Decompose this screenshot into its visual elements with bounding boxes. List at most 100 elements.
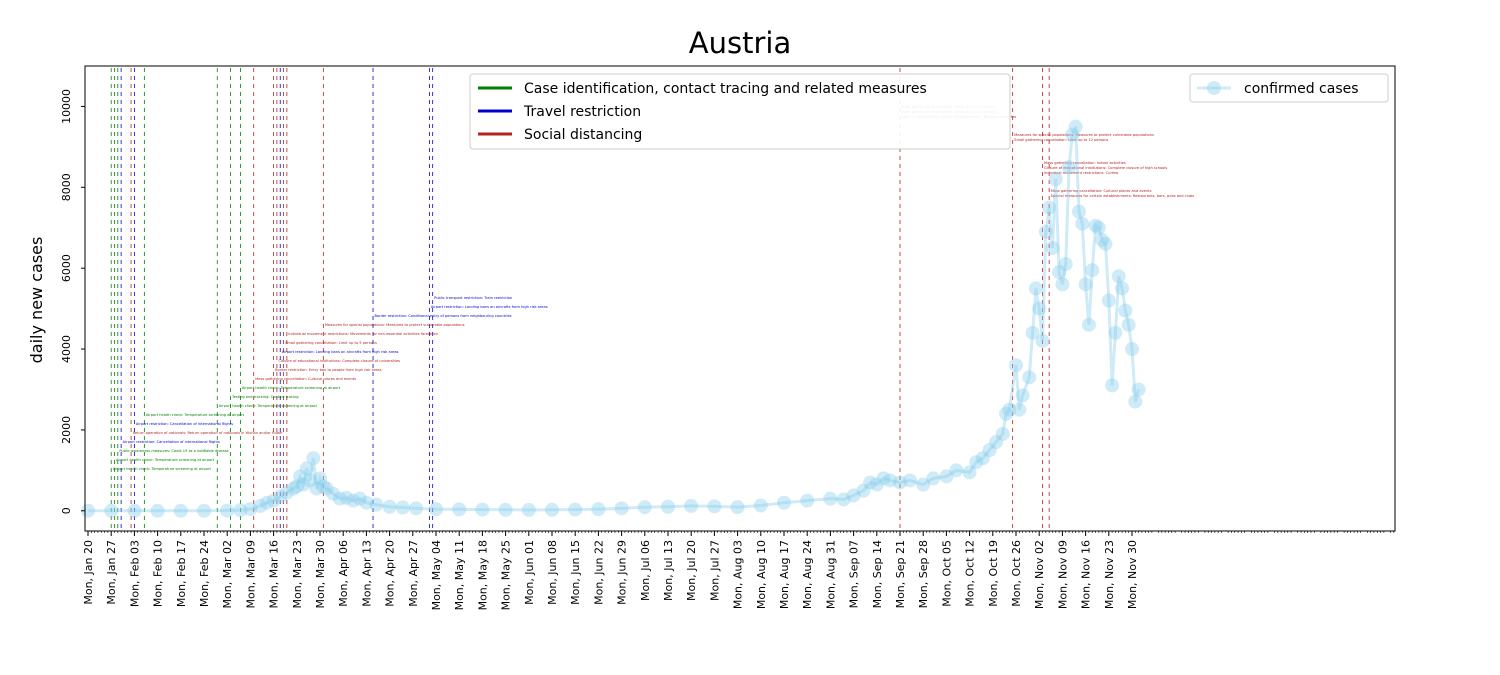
data-point <box>273 489 288 504</box>
policy-annotation: Public awareness measures: Covid-19 as a… <box>119 449 229 453</box>
data-point <box>521 502 536 517</box>
data-point <box>1042 200 1057 215</box>
x-tick-label: Mon, Sep 28 <box>917 540 930 608</box>
y-tick-label: 10000 <box>60 89 73 124</box>
data-point <box>352 491 367 506</box>
data-point <box>1095 232 1110 247</box>
data-point <box>286 481 301 496</box>
x-tick-label: Mon, Aug 17 <box>778 540 791 609</box>
data-point <box>395 500 410 515</box>
y-axis-label: daily new cases <box>27 237 46 364</box>
policy-annotation: Airport restriction: Cancellation of int… <box>136 422 233 426</box>
data-point <box>127 503 142 518</box>
x-tick-label: Mon, May 11 <box>453 540 466 610</box>
data-point <box>962 465 977 480</box>
x-tick-label: Mon, Jul 20 <box>685 540 698 601</box>
policy-annotation: Measures for special populations: Measur… <box>1014 133 1154 137</box>
x-tick-label: Mon, Aug 24 <box>801 540 814 609</box>
data-point <box>999 406 1014 421</box>
data-point <box>313 471 327 486</box>
data-point <box>1078 277 1093 292</box>
data-point <box>969 455 984 470</box>
x-tick-label: Mon, Jan 27 <box>105 540 118 605</box>
data-point <box>949 463 964 478</box>
x-tick-label: Mon, Apr 06 <box>337 540 350 607</box>
policy-annotation: Airport restriction: Cancellation of int… <box>123 440 220 444</box>
data-point <box>359 495 374 510</box>
data-point <box>1048 172 1063 187</box>
x-tick-label: Mon, Jun 22 <box>592 540 605 605</box>
data-point <box>220 503 235 518</box>
data-point <box>1111 269 1126 284</box>
data-point <box>1081 317 1096 332</box>
data-point <box>303 473 318 488</box>
data-point <box>876 471 891 486</box>
x-tick-label: Mon, Feb 24 <box>198 540 211 607</box>
data-point <box>1098 236 1113 251</box>
data-point <box>1088 218 1103 233</box>
x-tick-label: Mon, Mar 16 <box>268 540 281 608</box>
data-point <box>1052 265 1067 280</box>
data-point <box>1128 394 1143 409</box>
data-point <box>989 435 1004 450</box>
policy-annotation: Border restriction: Entry ban to people … <box>275 368 382 372</box>
data-point <box>498 502 513 517</box>
data-point <box>369 497 384 512</box>
data-point <box>893 475 907 490</box>
policy-annotation: Airport restriction: Landing bans on air… <box>431 305 548 309</box>
data-point <box>1015 388 1030 403</box>
x-tick-label: Mon, Jul 06 <box>639 540 652 601</box>
x-tick-label: Mon, Sep 07 <box>848 540 861 608</box>
data-point <box>332 491 347 506</box>
data-point <box>661 499 675 514</box>
policy-annotation: Mass gathering cancellation: Indoor acti… <box>1044 161 1126 165</box>
data-point <box>902 473 917 488</box>
policy-annotation: Closure of educational institutions: Com… <box>278 359 400 363</box>
data-point <box>1028 281 1043 296</box>
data-point <box>1065 127 1080 142</box>
x-tick-label: Mon, Oct 26 <box>1010 540 1023 607</box>
series-legend-marker <box>1207 81 1221 95</box>
data-point <box>1105 378 1120 393</box>
data-point <box>1071 204 1086 219</box>
chart-title: Austria <box>689 26 791 60</box>
data-point <box>1085 263 1100 278</box>
data-point <box>800 493 815 508</box>
data-point <box>150 503 165 518</box>
data-point <box>1131 382 1146 397</box>
x-axis-ticks: Mon, Jan 20 Mon, Jan 27 Mon, Feb 03 Mon, Fe… <box>82 531 1395 610</box>
data-point <box>1035 333 1050 348</box>
data-point <box>1025 325 1040 340</box>
data-point <box>863 475 878 490</box>
data-point <box>296 477 311 492</box>
policy-annotation: Airport health check: Temperature screen… <box>219 404 318 408</box>
x-tick-label: Mon, Nov 16 <box>1080 540 1093 609</box>
data-point <box>1058 257 1073 272</box>
data-point <box>730 500 745 515</box>
data-point <box>1012 402 1027 417</box>
x-tick-label: Mon, Feb 10 <box>152 540 165 607</box>
policy-annotation: Airport health check: Temperature screen… <box>113 467 212 471</box>
data-point <box>869 477 884 492</box>
data-point <box>1101 293 1116 308</box>
x-tick-label: Mon, Mar 02 <box>221 540 234 608</box>
data-point <box>319 481 334 496</box>
data-point <box>1045 240 1060 255</box>
x-tick-label: Mon, Oct 19 <box>987 540 1000 607</box>
x-tick-label: Mon, May 25 <box>500 540 513 610</box>
x-tick-label: Mon, Nov 02 <box>1033 540 1046 609</box>
data-point <box>1055 277 1070 292</box>
x-tick-label: Mon, Jun 08 <box>546 540 559 605</box>
data-point <box>299 461 314 476</box>
x-tick-label: Mon, Aug 10 <box>755 540 768 609</box>
data-point <box>975 451 990 466</box>
data-point <box>1091 220 1106 235</box>
series-layer <box>81 119 1146 518</box>
data-point <box>346 493 361 508</box>
x-tick-label: Mon, Mar 09 <box>244 540 257 608</box>
x-tick-label: Mon, Jan 20 <box>82 540 95 605</box>
data-point <box>253 498 268 513</box>
data-point <box>1115 281 1130 296</box>
policy-lines <box>110 68 1050 529</box>
